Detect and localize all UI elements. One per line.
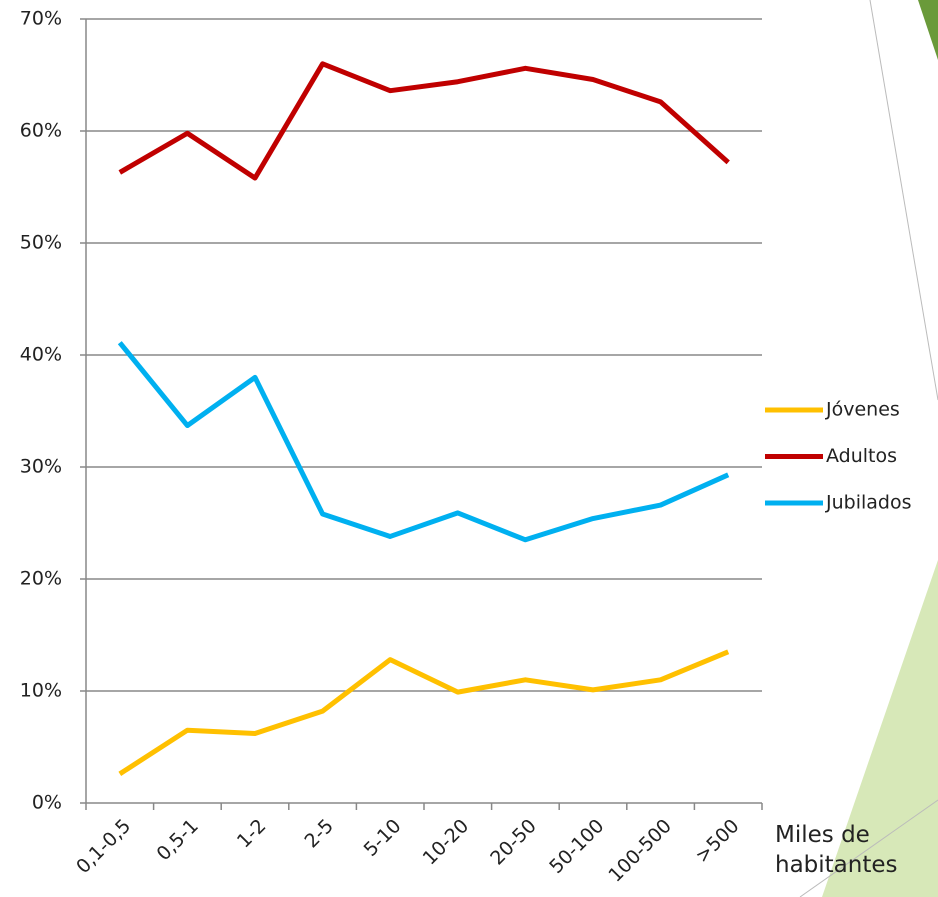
- x-tick-label: 10-20: [419, 815, 474, 870]
- y-tick-label: 40%: [20, 344, 62, 366]
- y-tick-label: 70%: [20, 8, 62, 30]
- x-tick-label: 20-50: [486, 815, 541, 870]
- x-tick-label: 0,1-0,5: [72, 815, 135, 878]
- y-tick-label: 10%: [20, 680, 62, 702]
- x-tick-label: 1-2: [233, 815, 271, 853]
- x-tick-label: >500: [691, 815, 743, 867]
- x-tick-label: 100-500: [604, 815, 676, 887]
- x-tick-label: 50-100: [545, 815, 608, 878]
- legend-label: Jóvenes: [825, 399, 900, 421]
- line: [118, 649, 730, 776]
- x-tick-label: 0,5-1: [152, 815, 202, 865]
- line: [118, 61, 730, 181]
- legend-label: Adultos: [826, 445, 897, 467]
- y-tick-label: 0%: [32, 792, 62, 814]
- x-axis-label: Miles de habitantes: [775, 822, 898, 878]
- legend-label: Jubilados: [825, 492, 912, 514]
- x-tick-label: 2-5: [301, 815, 339, 853]
- bg-shape: [918, 0, 938, 60]
- x-tick-label: 5-10: [360, 815, 406, 861]
- y-tick-label: 20%: [20, 568, 62, 590]
- decoration: [799, 0, 938, 897]
- line: [117, 341, 730, 543]
- y-tick-label: 50%: [20, 232, 62, 254]
- bg-shape: [822, 560, 938, 897]
- y-tick-label: 30%: [20, 456, 62, 478]
- bg-line: [799, 799, 938, 897]
- y-tick-label: 60%: [20, 120, 62, 142]
- bg-line: [869, 0, 938, 401]
